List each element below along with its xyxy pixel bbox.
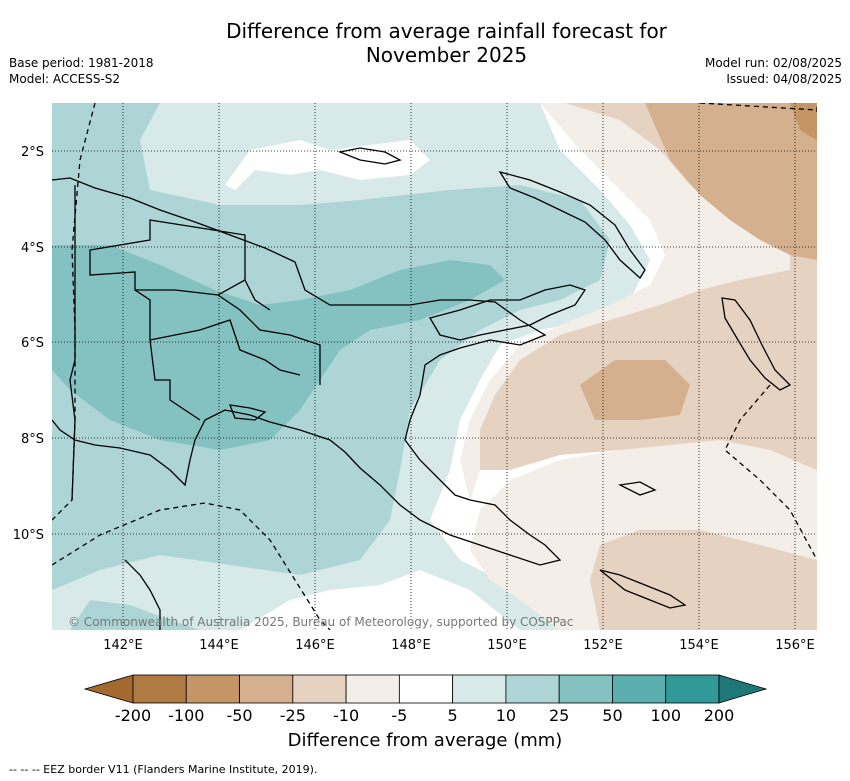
colorbar [83,674,768,704]
lon-tick-156: 156°E [775,638,815,653]
eez-border-west [52,103,96,521]
dentrecasteaux-coastline [617,481,657,496]
colorbar-tick-label: 10 [496,706,516,725]
contour-neg25-neg50-ne [645,103,817,260]
colorbar-tick-label: 200 [704,706,735,725]
map-title-line-2: November 2025 [365,43,528,67]
manus-coastline [337,147,402,165]
map-panel: © Commonwealth of Australia 2025, Bureau… [52,103,817,630]
eez-footnote: -- -- -- EEZ border V11 (Flanders Marine… [9,763,318,776]
bougainville-coastline [721,297,792,391]
lat-tick-8s: 8°S [21,432,44,447]
eez-border-east [699,103,817,561]
contour-neg25-neg50-center [580,360,690,420]
colorbar-tick-label: -200 [115,706,151,725]
contour-white-bottom-left [240,570,520,630]
contour-white-top [225,140,430,190]
colorbar-extend-high [718,674,768,704]
colorbar-swatch [239,674,294,704]
colorbar-swatch [345,674,400,704]
louisiade-coastline [599,569,687,609]
colorbar-swatch [665,674,720,704]
axis-labels: 142°E 144°E 146°E 148°E 150°E 152°E 154°… [13,145,815,653]
new-britain-coastline [429,284,587,341]
colorbar-swatch [612,674,667,704]
colorbar-title: Difference from average (mm) [287,730,563,751]
issued-label: Issued: 04/08/2025 [726,72,842,86]
colorbar-swatch [132,674,187,704]
province-lines [89,219,321,421]
lon-tick-144: 144°E [199,638,239,653]
colorbar-tick-label: 50 [602,706,622,725]
lat-tick-10s: 10°S [13,528,44,543]
colorbar-swatch [292,674,347,704]
model-label: Model: ACCESS-S2 [9,72,121,86]
eez-border-south [52,502,331,630]
contour-25-50 [52,245,505,450]
colorbar-tick-label: -10 [333,706,359,725]
colorbar-tick-label: -50 [226,706,252,725]
lon-tick-154: 154°E [679,638,719,653]
contour-neg50-neg100 [790,103,817,140]
lon-tick-146: 146°E [295,638,335,653]
lon-tick-152: 152°E [583,638,623,653]
torres-strait-coastline [124,559,161,630]
base-period-label: Base period: 1981-2018 [9,56,154,70]
islands-south [228,404,267,421]
colorbar-swatch [452,674,507,704]
lon-tick-148: 148°E [391,638,431,653]
colorbar-tick-label: 100 [650,706,681,725]
model-run-label: Model run: 02/08/2025 [704,56,842,70]
lat-tick-2s: 2°S [21,145,44,160]
colorbar-tick-label: -100 [168,706,204,725]
colorbar-swatch [185,674,240,704]
colorbar-extend-low [83,674,134,704]
lat-tick-4s: 4°S [21,241,44,256]
colorbar-swatch [398,674,454,704]
coastlines [52,147,792,630]
gridlines [52,103,817,630]
colorbar-tick-labels: -200 -100 -50 -25 -10 -5 5 10 25 50 100 200 [115,706,734,725]
colorbar-swatch [558,674,613,704]
lon-tick-150: 150°E [487,638,527,653]
colorbar-tick-label: -25 [280,706,306,725]
contour-neg10-neg25-bottom [590,530,817,630]
map-title-line-1: Difference from average rainfall forecas… [226,19,667,43]
lat-tick-6s: 6°S [21,336,44,351]
colorbar-swatch [505,674,560,704]
colorbar-tick-label: 5 [448,706,458,725]
lon-tick-142: 142°E [103,638,143,653]
colorbar-tick-label: -5 [391,706,407,725]
new-guinea-coastline [52,177,562,566]
contour-10-25-left-top [52,103,130,175]
colorbar-tick-label: 25 [549,706,569,725]
eez-borders [52,103,817,630]
contour-10-25-bottom [70,600,200,630]
attribution-text: © Commonwealth of Australia 2025, Bureau… [68,615,573,629]
new-ireland-coastline [498,170,646,280]
